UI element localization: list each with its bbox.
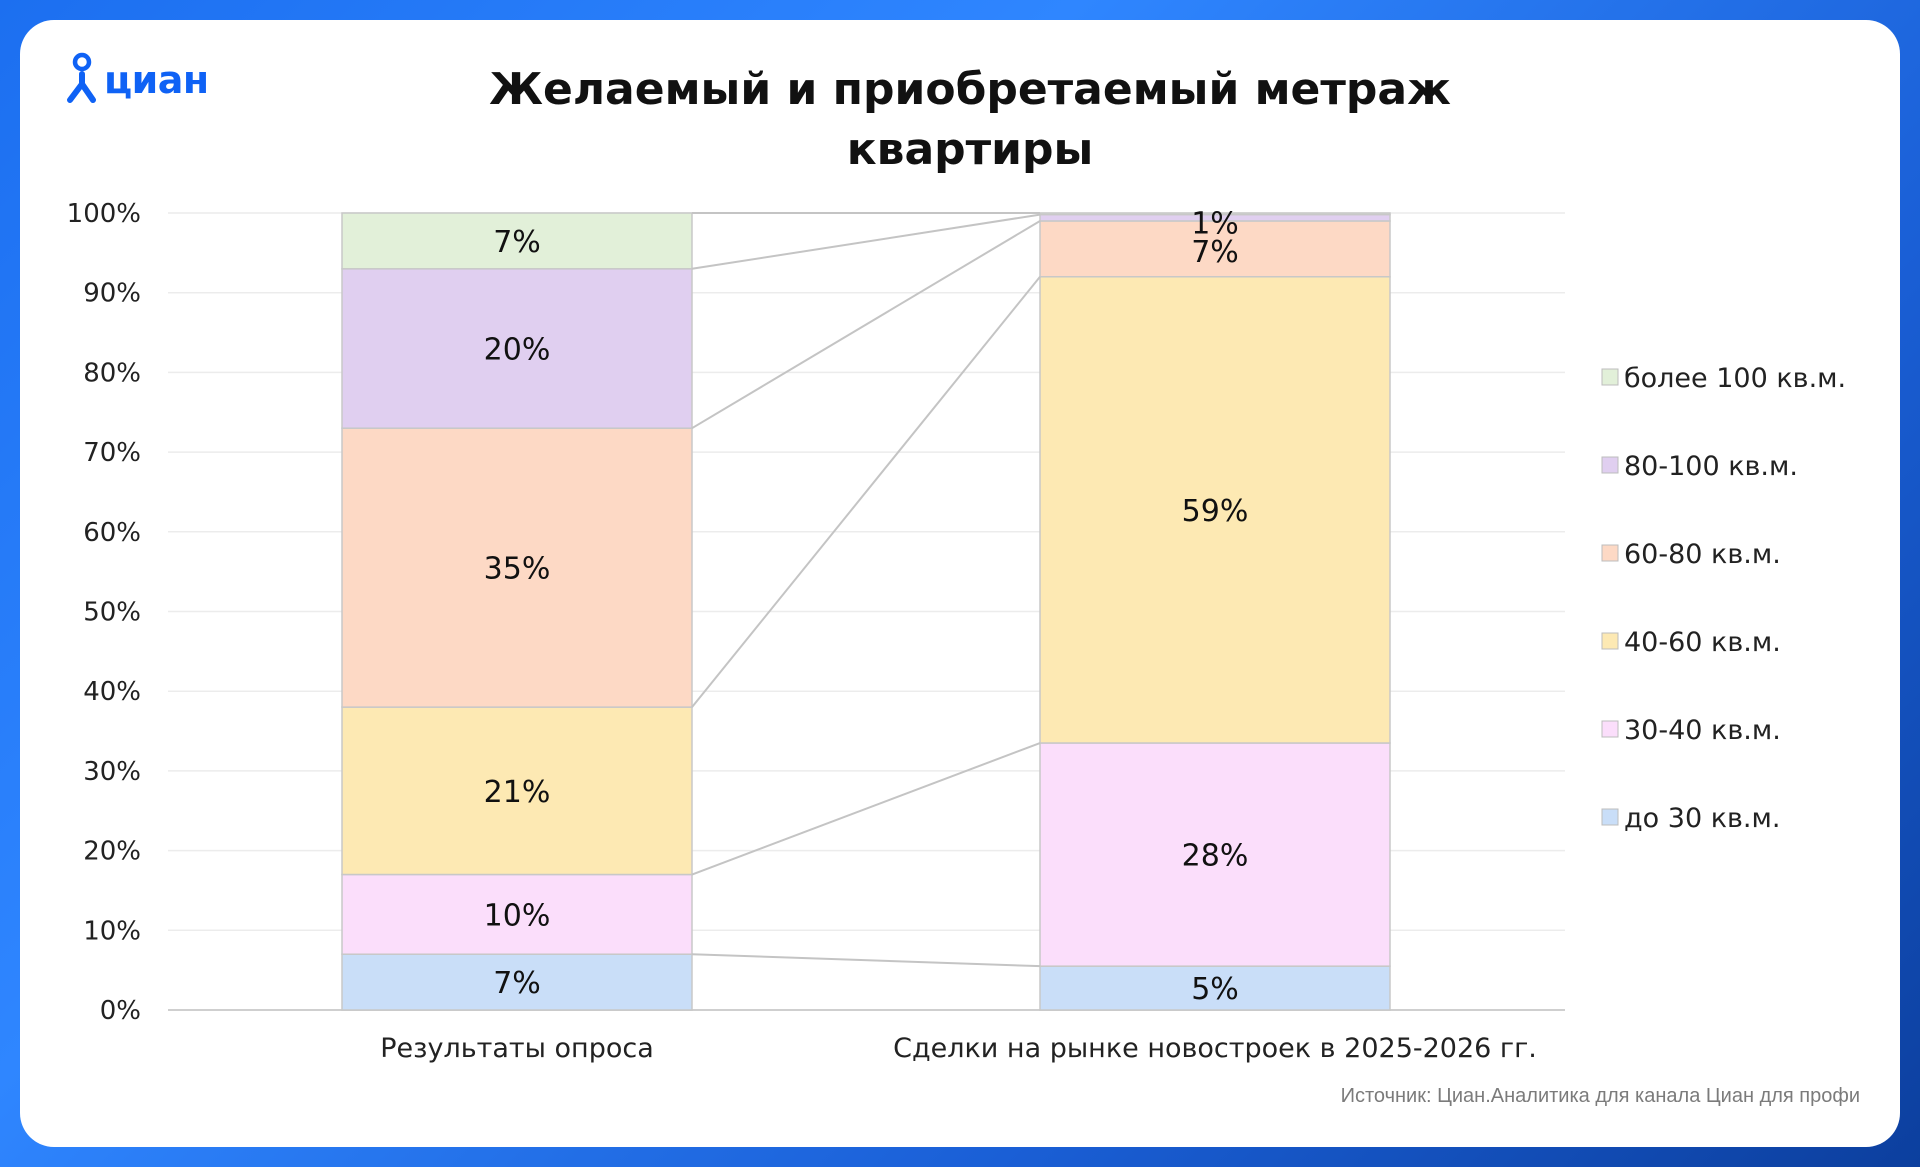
data-label: 1% xyxy=(1191,207,1239,242)
y-tick-label: 90% xyxy=(83,279,141,309)
data-label: 28% xyxy=(1182,839,1249,874)
bar-segment xyxy=(341,427,693,708)
y-tick-label: 70% xyxy=(83,438,141,468)
chart-title: Желаемый и приобретаемый метраж квартиры xyxy=(489,64,1451,175)
connector-line xyxy=(691,220,1041,430)
data-label: 7% xyxy=(493,966,541,1001)
bar-segment xyxy=(1039,965,1391,1011)
data-label: 5% xyxy=(1191,972,1239,1007)
legend-swatch xyxy=(1601,456,1619,474)
data-label: 10% xyxy=(484,898,551,933)
legend-swatch xyxy=(1601,632,1619,650)
legend-label: 60-80 кв.м. xyxy=(1624,539,1781,570)
logo-wordmark: циан xyxy=(104,58,209,102)
data-label: 21% xyxy=(484,775,551,810)
y-tick-label: 30% xyxy=(83,757,141,787)
connector-line xyxy=(691,276,1041,708)
y-tick-label: 40% xyxy=(83,677,141,707)
chart-card: циан Желаемый и приобретаемый метраж ква… xyxy=(20,20,1900,1147)
y-tick-label: 10% xyxy=(83,916,141,946)
y-tick-label: 0% xyxy=(100,996,141,1026)
data-label: 20% xyxy=(484,332,551,367)
y-tick-label: 50% xyxy=(83,598,141,628)
legend-label: до 30 кв.м. xyxy=(1624,803,1780,834)
bar-segment xyxy=(1039,220,1391,278)
bar-segment xyxy=(341,212,693,270)
legend-swatch xyxy=(1601,544,1619,562)
bar-segment xyxy=(341,873,693,955)
legend-label: 80-100 кв.м. xyxy=(1624,451,1798,482)
cian-logo[interactable]: циан xyxy=(60,50,209,110)
connector-line xyxy=(691,953,1041,968)
x-category-label: Сделки на рынке новостроек в 2025-2026 г… xyxy=(893,1033,1537,1064)
x-category-label: Результаты опроса xyxy=(380,1033,654,1064)
bar-segment xyxy=(1039,742,1391,967)
source-note: Источник: Циан.Аналитика для канала Циан… xyxy=(1340,1085,1860,1107)
legend-swatch xyxy=(1601,368,1619,386)
legend-swatch xyxy=(1601,720,1619,738)
legend-swatch xyxy=(1601,808,1619,826)
connector-line xyxy=(691,742,1041,876)
logo-person-icon xyxy=(67,52,96,103)
y-tick-label: 80% xyxy=(83,358,141,388)
bar-segment xyxy=(341,953,693,1011)
data-label: 7% xyxy=(1191,235,1239,270)
y-tick-label: 60% xyxy=(83,518,141,548)
y-tick-label: 20% xyxy=(83,837,141,867)
bar-segment xyxy=(1039,276,1391,744)
connector-line xyxy=(691,213,1041,270)
legend-label: 40-60 кв.м. xyxy=(1624,627,1781,658)
legend-label: более 100 кв.м. xyxy=(1624,363,1846,394)
data-label: 35% xyxy=(484,552,551,587)
data-label: 59% xyxy=(1182,494,1249,529)
y-tick-label: 100% xyxy=(67,199,141,229)
bar-segment xyxy=(341,268,693,429)
data-label: 7% xyxy=(493,225,541,260)
legend-label: 30-40 кв.м. xyxy=(1624,715,1781,746)
